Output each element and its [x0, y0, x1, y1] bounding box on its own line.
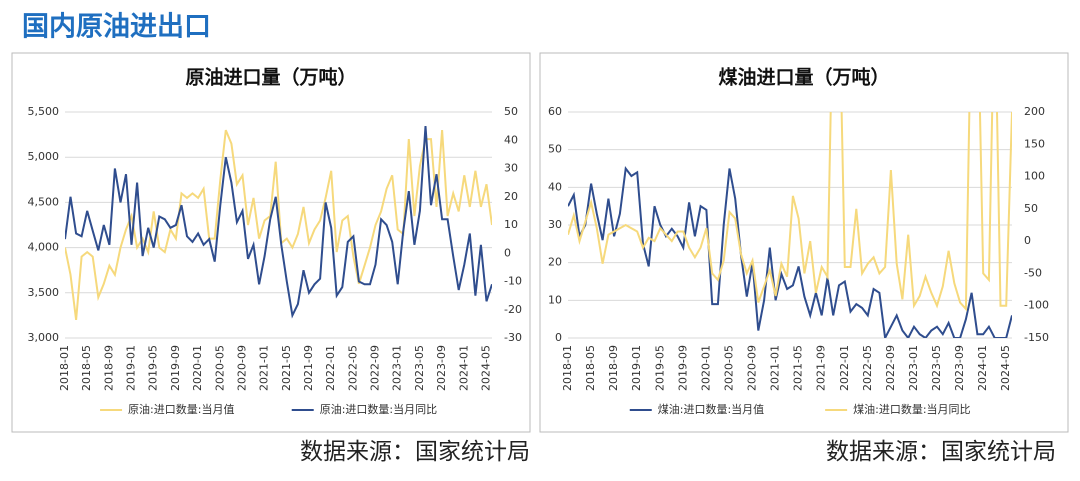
y-tick-label: 0	[555, 331, 562, 344]
y2-tick-label: 200	[1024, 105, 1045, 118]
x-tick-label: 2024-01	[976, 345, 989, 391]
y-tick-label: 60	[548, 105, 562, 118]
x-tick-label: 2020-05	[213, 345, 226, 391]
x-tick-label: 2020-01	[699, 345, 712, 391]
y2-tick-label: 30	[504, 162, 518, 175]
x-tick-label: 2019-09	[676, 345, 689, 391]
x-tick-label: 2022-09	[369, 345, 382, 391]
y2-tick-label: -10	[504, 275, 522, 288]
x-tick-label: 2022-05	[346, 345, 359, 391]
y2-tick-label: 20	[504, 190, 518, 203]
y2-tick-label: 50	[1024, 202, 1038, 215]
y-tick-label: 50	[548, 143, 562, 156]
source-note: 数据来源：国家统计局	[826, 439, 1056, 465]
page-title: 国内原油进出口	[22, 12, 211, 43]
x-tick-label: 2021-09	[815, 345, 828, 391]
y2-tick-label: -150	[1024, 331, 1049, 344]
x-tick-label: 2022-05	[861, 345, 874, 391]
x-tick-label: 2019-01	[125, 345, 138, 391]
x-tick-label: 2023-09	[435, 345, 448, 391]
series-line	[65, 129, 492, 321]
y2-tick-label: 150	[1024, 137, 1045, 150]
x-tick-label: 2022-01	[324, 345, 337, 391]
legend-label: 煤油:进口数量:当月同比	[853, 402, 970, 416]
x-tick-label: 2023-09	[953, 345, 966, 391]
x-tick-label: 2024-05	[999, 345, 1012, 391]
x-tick-label: 2020-09	[235, 345, 248, 391]
x-tick-label: 2020-09	[746, 345, 759, 391]
y2-tick-label: 0	[1024, 234, 1031, 247]
y2-tick-label: -20	[504, 303, 522, 316]
y2-tick-label: 100	[1024, 170, 1045, 183]
series-line	[65, 126, 492, 319]
x-tick-label: 2018-01	[58, 345, 71, 391]
x-tick-label: 2021-05	[792, 345, 805, 391]
x-tick-label: 2024-05	[479, 345, 492, 391]
chart-title: 原油进口量（万吨）	[185, 66, 356, 89]
x-tick-label: 2018-05	[80, 345, 93, 391]
legend-label: 原油:进口数量:当月同比	[320, 402, 437, 416]
x-tick-label: 2022-09	[884, 345, 897, 391]
x-tick-label: 2024-01	[457, 345, 470, 391]
x-tick-label: 2023-01	[391, 345, 404, 391]
x-tick-label: 2023-05	[930, 345, 943, 391]
y-tick-label: 4,500	[28, 195, 60, 208]
x-tick-label: 2021-01	[258, 345, 271, 391]
y2-tick-label: 50	[504, 105, 518, 118]
y-tick-label: 10	[548, 293, 562, 306]
x-tick-label: 2022-01	[838, 345, 851, 391]
series-line	[568, 165, 1012, 338]
x-tick-label: 2018-09	[102, 345, 115, 391]
x-tick-label: 2023-05	[413, 345, 426, 391]
y2-tick-label: 0	[504, 246, 511, 259]
y2-tick-label: -100	[1024, 299, 1049, 312]
x-tick-label: 2019-05	[653, 345, 666, 391]
y-tick-label: 30	[548, 218, 562, 231]
x-tick-label: 2018-09	[607, 345, 620, 391]
x-tick-label: 2021-05	[280, 345, 293, 391]
source-note: 数据来源：国家统计局	[300, 439, 530, 465]
x-tick-label: 2020-05	[722, 345, 735, 391]
x-tick-label: 2018-01	[561, 345, 574, 391]
chart-title: 煤油进口量（万吨）	[718, 66, 889, 89]
y2-tick-label: -50	[1024, 266, 1042, 279]
series-line	[568, 112, 1012, 312]
x-tick-label: 2019-01	[630, 345, 643, 391]
y-tick-label: 4,000	[28, 241, 60, 254]
legend-label: 原油:进口数量:当月值	[128, 402, 234, 416]
y-tick-label: 40	[548, 180, 562, 193]
y2-tick-label: -30	[504, 331, 522, 344]
y-tick-label: 3,500	[28, 286, 60, 299]
x-tick-label: 2021-01	[769, 345, 782, 391]
x-tick-label: 2020-01	[191, 345, 204, 391]
y2-tick-label: 40	[504, 133, 518, 146]
y-tick-label: 5,500	[28, 105, 60, 118]
x-tick-label: 2023-01	[907, 345, 920, 391]
x-tick-label: 2019-09	[169, 345, 182, 391]
y-tick-label: 3,000	[28, 331, 60, 344]
y2-tick-label: 10	[504, 218, 518, 231]
chart-panel	[11, 52, 531, 433]
y-tick-label: 5,000	[28, 150, 60, 163]
legend-label: 煤油:进口数量:当月值	[658, 402, 764, 416]
x-tick-label: 2019-05	[147, 345, 160, 391]
y-tick-label: 20	[548, 256, 562, 269]
x-tick-label: 2021-09	[302, 345, 315, 391]
x-tick-label: 2018-05	[584, 345, 597, 391]
